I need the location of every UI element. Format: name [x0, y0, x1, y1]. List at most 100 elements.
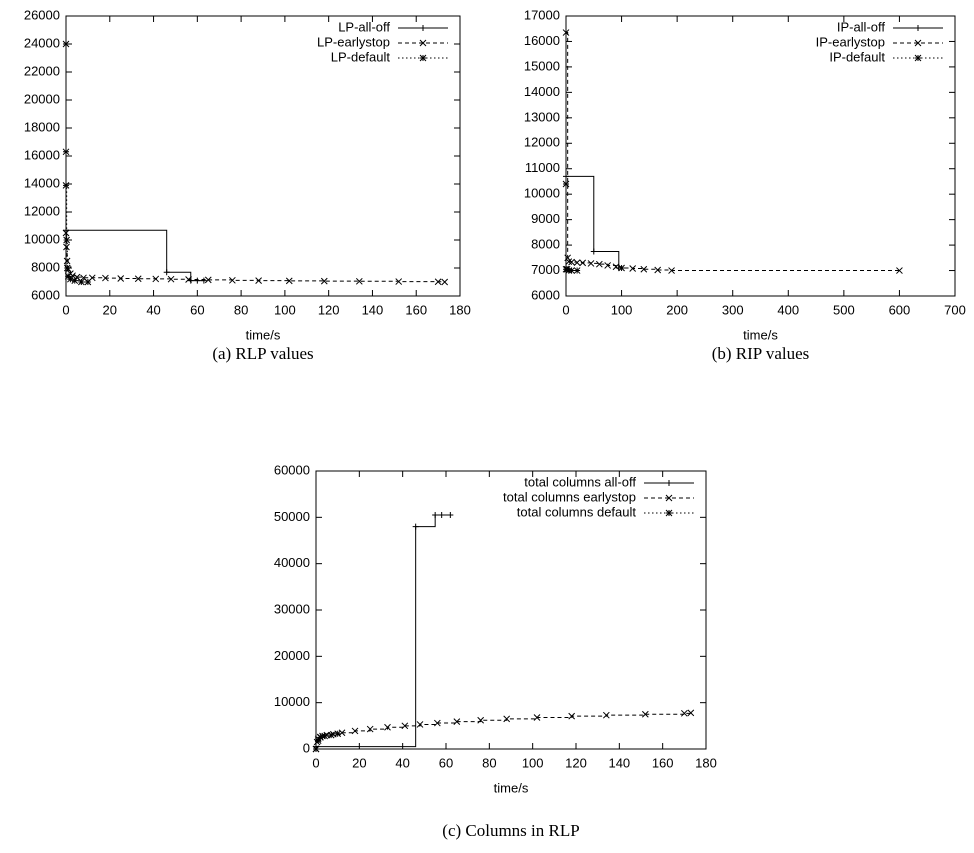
x-tick-label: 100 [522, 755, 544, 770]
data-point [200, 277, 207, 284]
legend-label: total columns earlystop [503, 489, 636, 504]
legend-label: total columns default [517, 504, 637, 519]
caption: (c) Columns in RLP [442, 821, 579, 840]
data-point [366, 725, 374, 733]
series-line [316, 514, 451, 748]
data-point [63, 227, 69, 234]
legend-label: LP-earlystop [317, 34, 390, 49]
data-point [77, 278, 85, 286]
caption: (a) RLP values [212, 344, 313, 363]
data-point [573, 259, 581, 267]
data-point [401, 722, 409, 730]
y-tick-label: 18000 [24, 119, 60, 134]
x-tick-label: 500 [833, 302, 855, 317]
data-point [321, 732, 329, 740]
caption: (b) RIP values [712, 344, 810, 363]
data-point [285, 277, 293, 285]
x-axis-label: time/s [246, 327, 281, 342]
x-tick-label: 0 [312, 755, 319, 770]
data-point [62, 148, 70, 156]
data-point [565, 258, 573, 265]
data-point [568, 712, 576, 720]
x-tick-label: 160 [405, 302, 427, 317]
x-tick-label: 60 [439, 755, 453, 770]
data-point [438, 512, 445, 519]
data-point [314, 737, 322, 745]
y-tick-label: 10000 [24, 231, 60, 246]
data-point [255, 277, 262, 284]
y-tick-label: 14000 [524, 84, 560, 99]
legend-marker [420, 25, 426, 31]
data-point [163, 269, 170, 276]
y-tick-label: 17000 [524, 7, 560, 22]
legend-marker [665, 509, 673, 517]
data-point [416, 721, 424, 728]
x-tick-label: 80 [482, 755, 496, 770]
data-point [355, 277, 363, 285]
legend-label: total columns all-off [524, 474, 636, 489]
y-tick-label: 16000 [24, 147, 60, 162]
data-point [680, 709, 688, 717]
x-tick-label: 40 [395, 755, 409, 770]
data-point [896, 267, 903, 274]
data-point [568, 267, 575, 274]
data-point [395, 278, 403, 285]
data-point [63, 257, 71, 265]
y-tick-label: 16000 [524, 33, 560, 48]
data-point [579, 259, 587, 267]
data-point [194, 277, 201, 284]
x-tick-label: 160 [652, 755, 674, 770]
legend-label: IP-all-off [837, 19, 886, 34]
data-point [590, 248, 597, 255]
data-point [612, 263, 620, 271]
data-point [67, 275, 74, 283]
data-point [320, 277, 328, 285]
data-point [433, 719, 441, 727]
data-point [117, 275, 125, 282]
data-point [63, 243, 70, 251]
x-tick-label: 0 [562, 302, 569, 317]
data-point [562, 29, 570, 36]
data-point [84, 278, 92, 286]
x-tick-label: 100 [274, 302, 296, 317]
data-point [434, 278, 442, 286]
x-tick-label: 120 [318, 302, 340, 317]
y-tick-label: 7000 [531, 262, 560, 277]
data-point [441, 278, 449, 286]
series-line [566, 32, 900, 272]
series-line [65, 44, 88, 283]
x-tick-label: 700 [944, 302, 966, 317]
y-tick-label: 22000 [24, 63, 60, 78]
y-tick-label: 12000 [524, 135, 560, 150]
data-point [573, 267, 581, 274]
data-point [63, 264, 71, 272]
x-axis-label: time/s [743, 327, 778, 342]
data-point [412, 523, 419, 530]
data-point [453, 718, 461, 726]
data-point [602, 711, 610, 719]
data-point [384, 723, 391, 731]
data-point [204, 276, 212, 284]
y-tick-label: 13000 [524, 109, 560, 124]
x-tick-label: 300 [722, 302, 744, 317]
series-line [316, 712, 692, 750]
legend-label: LP-all-off [338, 19, 390, 34]
data-point [618, 264, 625, 272]
data-point [62, 40, 70, 48]
x-tick-label: 20 [103, 302, 117, 317]
data-point [152, 275, 160, 283]
data-point [503, 715, 511, 723]
legend-marker [666, 480, 672, 486]
x-tick-label: 20 [352, 755, 366, 770]
x-axis-label: time/s [494, 780, 529, 795]
x-tick-label: 200 [666, 302, 688, 317]
y-tick-label: 8000 [31, 259, 60, 274]
x-tick-label: 80 [234, 302, 248, 317]
legend-marker [419, 39, 427, 47]
x-tick-label: 600 [889, 302, 911, 317]
y-tick-label: 24000 [24, 35, 60, 50]
data-point [654, 266, 662, 274]
data-point [71, 277, 79, 284]
y-tick-label: 20000 [24, 91, 60, 106]
